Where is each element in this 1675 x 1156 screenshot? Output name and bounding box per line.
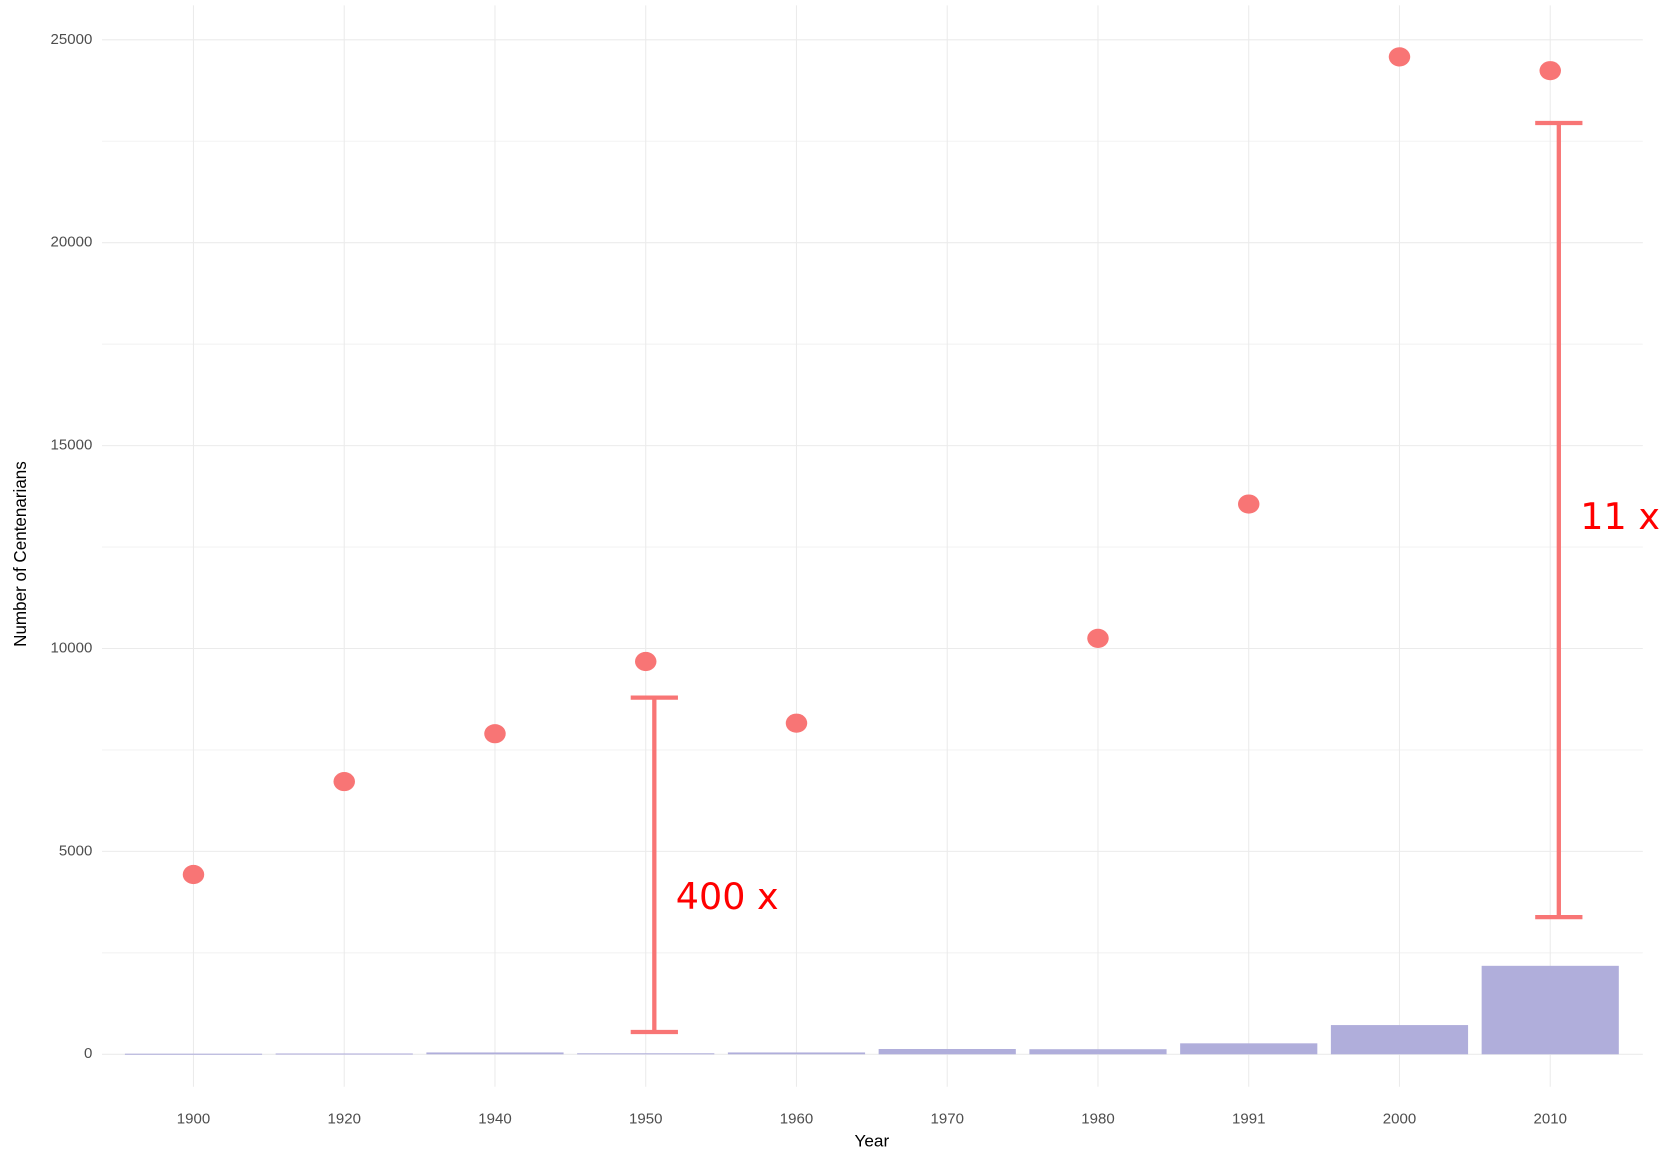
point [484,724,506,744]
bar [878,1049,1016,1055]
x-tick-label: 2000 [1383,1111,1416,1128]
point [333,772,355,792]
x-tick-label: 1920 [328,1111,361,1128]
y-axis-label: Number of Centenarians [11,461,30,647]
y-tick-label: 5000 [59,842,92,859]
x-tick-label: 1991 [1232,1111,1265,1128]
x-axis-label: Year [855,1132,890,1151]
x-tick-label: 1900 [177,1111,210,1128]
y-tick-label: 25000 [51,31,93,48]
bar [1481,965,1619,1055]
x-tick-label: 2010 [1534,1111,1567,1128]
annotation-label: 11 x [1580,495,1660,538]
bar [727,1052,866,1055]
x-tick-label: 1970 [931,1111,964,1128]
point [785,713,808,733]
bar [1180,1043,1318,1055]
y-tick-label: 20000 [51,234,93,251]
point [182,864,205,885]
point [1388,47,1411,67]
bar [1330,1025,1469,1055]
x-tick-label: 1950 [629,1111,662,1128]
y-tick-label: 15000 [51,437,93,454]
annotation-label: 400 x [676,875,779,918]
bar [1029,1049,1167,1055]
bar [577,1053,715,1055]
bar [124,1053,263,1055]
y-tick-label: 10000 [51,639,93,656]
point [1539,61,1561,81]
x-tick-label: 1940 [478,1111,511,1128]
x-tick-label: 1980 [1081,1111,1114,1128]
bar [275,1053,413,1055]
bar [426,1052,564,1055]
y-tick-label: 0 [84,1045,92,1062]
point [634,651,657,672]
point [1237,494,1260,514]
point [1087,628,1109,648]
x-tick-label: 1960 [780,1111,813,1128]
